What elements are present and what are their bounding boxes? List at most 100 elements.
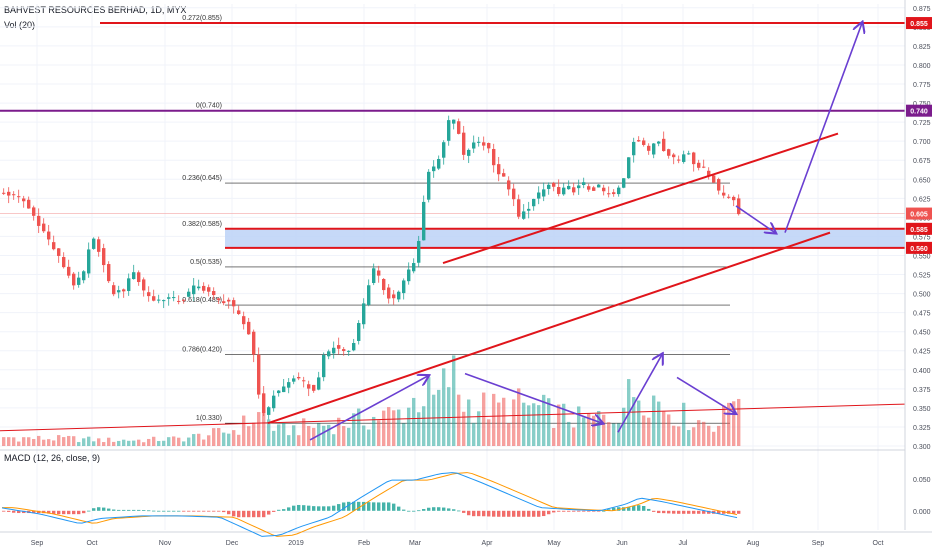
time-tick-label: Sep — [812, 540, 825, 547]
candle-body — [732, 196, 736, 201]
candle-body — [492, 148, 496, 166]
volume-bar — [117, 440, 121, 446]
candle-body — [632, 141, 636, 156]
candle-body — [527, 208, 531, 211]
macd-histogram-bar — [192, 510, 196, 512]
candle-body — [522, 211, 526, 219]
volume-bar — [367, 429, 371, 446]
volume-bar — [652, 395, 656, 446]
candle-body — [327, 351, 331, 357]
volume-bar — [62, 437, 66, 446]
volume-bar — [667, 414, 671, 446]
volume-bar — [442, 368, 446, 446]
candle-body — [252, 331, 256, 355]
macd-histogram-bar — [22, 510, 26, 514]
volume-bar — [732, 401, 736, 446]
volume-bar — [27, 437, 31, 446]
macd-histogram-bar — [662, 510, 666, 514]
candle-body — [247, 321, 251, 335]
macd-histogram-bar — [392, 503, 396, 511]
candle-body — [567, 185, 571, 190]
macd-histogram-bar — [682, 510, 686, 514]
macd-histogram-bar — [237, 510, 241, 518]
volume-bar — [352, 413, 356, 446]
macd-histogram-bar — [397, 506, 401, 511]
macd-histogram-bar — [632, 506, 636, 511]
macd-histogram-bar — [607, 509, 611, 511]
volume-bar — [242, 415, 246, 446]
volume-bar — [102, 442, 106, 446]
macd-histogram-bar — [637, 505, 641, 511]
macd-histogram-bar — [452, 509, 456, 511]
price-axis[interactable]: 0.8750.8500.8250.8000.7750.7500.7250.700… — [904, 0, 931, 530]
candle-body — [637, 140, 641, 142]
macd-histogram-bar — [592, 510, 596, 512]
macd-histogram-bar — [227, 510, 231, 515]
candle-body — [642, 140, 646, 145]
volume-bar — [557, 404, 561, 446]
candle-body — [117, 290, 121, 293]
macd-histogram-bar — [617, 507, 621, 511]
macd-histogram-bar — [622, 507, 626, 511]
candle-body — [227, 299, 231, 302]
volume-bar — [522, 402, 526, 446]
macd-histogram-bar — [127, 509, 131, 511]
candle-body — [17, 196, 21, 198]
fib-level-label: 0.618(0.485) — [182, 297, 222, 304]
macd-histogram-bar — [32, 510, 36, 514]
candle-body — [242, 316, 246, 325]
macd-histogram-bar — [57, 510, 61, 515]
macd-histogram-bar — [532, 510, 536, 517]
volume-bar — [47, 439, 51, 446]
volume-bar — [67, 435, 71, 446]
macd-histogram-bar — [442, 507, 446, 511]
macd-histogram-bar — [7, 510, 11, 512]
candle-body — [572, 187, 576, 193]
price-tick-label: 0.425 — [913, 349, 931, 356]
macd-histogram-bar — [132, 509, 136, 511]
macd-histogram-bar — [62, 510, 66, 515]
candle-body — [162, 300, 166, 302]
macd-label: MACD (12, 26, close, 9) — [4, 453, 101, 463]
macd-histogram-bar — [212, 510, 216, 512]
macd-histogram-bar — [667, 510, 671, 514]
volume-bar — [362, 425, 366, 446]
macd-histogram-bar — [362, 501, 366, 511]
volume-bar — [477, 411, 481, 446]
price-tick-label: 0.300 — [913, 444, 931, 451]
candle-body — [317, 377, 321, 390]
candle-body — [697, 162, 701, 168]
macd-histogram-bar — [292, 505, 296, 511]
volume-bar — [227, 433, 231, 446]
macd-histogram-bar — [672, 510, 676, 514]
macd-histogram-bar — [642, 506, 646, 511]
fib-level-label: 0.5(0.535) — [190, 259, 222, 266]
volume-bar — [122, 439, 126, 446]
volume-bar — [282, 423, 286, 446]
volume-bar — [232, 430, 236, 446]
volume-bar — [562, 403, 566, 446]
macd-histogram-bar — [277, 509, 281, 511]
macd-histogram-bar — [697, 510, 701, 514]
candle-body — [207, 287, 211, 292]
candle-body — [97, 239, 101, 252]
candle-body — [482, 142, 486, 146]
time-axis[interactable]: Sep Oct Nov Dec 2019 Feb Mar Apr May Jun Jul Aug Sep… — [31, 540, 884, 547]
volume-bar — [42, 439, 46, 446]
candle-body — [157, 299, 161, 301]
macd-histogram-bar — [287, 507, 291, 511]
volume-bar — [737, 398, 741, 446]
candle-body — [262, 393, 266, 414]
time-tick-label: Jul — [679, 540, 688, 547]
candle-body — [172, 297, 176, 299]
candle-body — [67, 266, 71, 276]
volume-bar — [392, 410, 396, 446]
macd-histogram-bar — [197, 510, 201, 512]
macd-histogram-bar — [447, 508, 451, 511]
macd-histogram-bar — [302, 505, 306, 511]
macd-histogram-bar — [317, 506, 321, 511]
volume-bar — [192, 434, 196, 446]
volume-bar — [137, 439, 141, 446]
macd-histogram-bar — [172, 510, 176, 512]
